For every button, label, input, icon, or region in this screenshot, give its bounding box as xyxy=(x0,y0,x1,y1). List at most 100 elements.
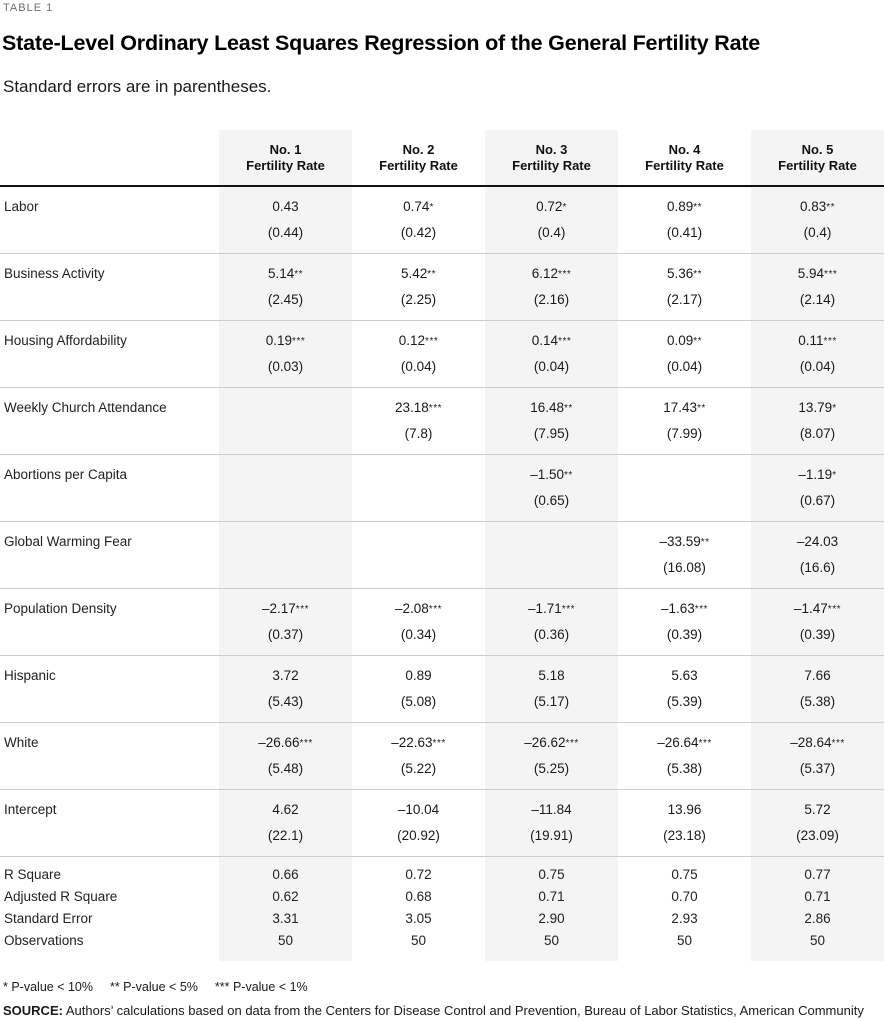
coefficient: –26.66*** xyxy=(258,735,313,750)
value-cell: 5.18 (5.17) xyxy=(485,655,618,723)
coefficient: –33.59** xyxy=(659,534,710,549)
row-label: Intercept xyxy=(0,789,219,857)
standard-error: (5.37) xyxy=(799,761,836,776)
standard-error: (2.14) xyxy=(799,292,836,307)
value-cell: –1.50** (0.65) xyxy=(485,454,618,522)
row-label: Abortions per Capita xyxy=(0,454,219,522)
coefficient: 16.48** xyxy=(530,400,573,415)
table-row: Labor 0.43 (0.44) 0.74* (0.42) 0.72* (0.4) 0.89… xyxy=(0,186,884,254)
standard-error: (5.17) xyxy=(533,694,570,709)
summary-label: Adjusted R Square xyxy=(4,889,118,904)
table-row: Intercept 4.62 (22.1) –10.04 (20.92) –11.84 (1… xyxy=(0,789,884,857)
coefficient: –1.19* xyxy=(798,467,837,482)
coefficient: 23.18*** xyxy=(395,400,442,415)
coefficient: –11.84 xyxy=(531,802,572,817)
coefficient: –26.64*** xyxy=(657,735,712,750)
standard-error: (0.03) xyxy=(267,359,304,374)
summary-value: 2.86 xyxy=(751,908,884,930)
summary-value: 0.71 xyxy=(485,886,618,908)
footnotes: * P-value < 10% ** P-value < 5% *** P-valu… xyxy=(0,980,884,994)
standard-error: (16.6) xyxy=(799,560,836,575)
standard-error: (2.16) xyxy=(533,292,570,307)
standard-error: (5.43) xyxy=(267,694,304,709)
value-cell: 17.43** (7.99) xyxy=(618,387,751,455)
standard-error: (0.39) xyxy=(666,627,703,642)
value-cell: –26.62*** (5.25) xyxy=(485,722,618,790)
coefficient: 5.72 xyxy=(804,802,831,817)
coefficient: –2.17*** xyxy=(262,601,309,616)
value-cell: 5.63 (5.39) xyxy=(618,655,751,723)
value-cell: 7.66 (5.38) xyxy=(751,655,884,723)
standard-error: (0.4) xyxy=(803,225,832,240)
standard-error: (0.4) xyxy=(537,225,566,240)
source-note: SOURCE: Authors’ calculations based on d… xyxy=(0,1001,883,1021)
summary-row: Observations 50 50 50 50 50 xyxy=(0,930,884,961)
value-cell: –26.64*** (5.38) xyxy=(618,722,751,790)
table-row: Hispanic 3.72 (5.43) 0.89 (5.08) 5.18 (5.17) 5.… xyxy=(0,655,884,723)
coefficient: 7.66 xyxy=(804,668,831,683)
value-cell: 0.14*** (0.04) xyxy=(485,320,618,388)
column-header: No. 2 Fertility Rate xyxy=(352,130,485,187)
coefficient: 5.42** xyxy=(400,266,437,281)
coefficient: –10.04 xyxy=(397,802,440,817)
coefficient: 13.96 xyxy=(667,802,702,817)
table-row: Global Warming Fear –33.59** (16.08) –24.03… xyxy=(0,521,884,589)
value-cell: 13.96 (23.18) xyxy=(618,789,751,857)
value-cell: 5.36** (2.17) xyxy=(618,253,751,321)
standard-error: (0.42) xyxy=(400,225,437,240)
standard-error: (5.08) xyxy=(400,694,437,709)
page-subtitle: Standard errors are in parentheses. xyxy=(3,77,272,96)
value-cell: 23.18*** (7.8) xyxy=(352,387,485,455)
row-label: Labor xyxy=(0,186,219,254)
value-cell: –26.66*** (5.48) xyxy=(219,722,352,790)
summary-value: 0.75 xyxy=(671,867,698,882)
summary-value: 0.72 xyxy=(405,867,432,882)
header-row: No. 1 Fertility Rate No. 2 Fertility Rate No… xyxy=(0,130,884,187)
value-cell: 0.74* (0.42) xyxy=(352,186,485,254)
summary-value: 50 xyxy=(485,930,618,961)
coefficient: 0.72* xyxy=(536,199,567,214)
value-cell: 5.14** (2.45) xyxy=(219,253,352,321)
summary-value: 0.71 xyxy=(751,886,884,908)
coefficient: 0.14*** xyxy=(531,333,572,348)
value-cell: 3.72 (5.43) xyxy=(219,655,352,723)
table-row: Population Density –2.17*** (0.37) –2.08***… xyxy=(0,588,884,656)
standard-error: (5.25) xyxy=(533,761,570,776)
standard-error: (2.45) xyxy=(267,292,304,307)
value-cell: 6.12*** (2.16) xyxy=(485,253,618,321)
standard-error: (22.1) xyxy=(267,828,304,843)
coefficient: –24.03 xyxy=(796,534,839,549)
summary-value: 50 xyxy=(751,930,884,961)
row-label: Weekly Church Attendance xyxy=(0,387,219,455)
summary-value: 0.66 xyxy=(219,856,352,886)
value-cell xyxy=(352,454,485,522)
coefficient: 0.19*** xyxy=(265,333,306,348)
standard-error: (0.37) xyxy=(267,627,304,642)
column-header: No. 4 Fertility Rate xyxy=(618,130,751,187)
summary-row: Adjusted R Square 0.62 0.68 0.71 0.70 0.71 xyxy=(0,886,884,908)
column-label: Fertility Rate xyxy=(512,157,591,173)
value-cell: 5.42** (2.25) xyxy=(352,253,485,321)
coefficient: 13.79* xyxy=(798,400,837,415)
value-cell: 0.89 (5.08) xyxy=(352,655,485,723)
value-cell: –2.17*** (0.37) xyxy=(219,588,352,656)
source-label: SOURCE: xyxy=(3,1003,63,1018)
column-label: Fertility Rate xyxy=(379,157,458,173)
summary-row: Standard Error 3.31 3.05 2.90 2.93 2.86 xyxy=(0,908,884,930)
summary-label: R Square xyxy=(4,867,62,882)
coefficient: 0.83** xyxy=(799,199,836,214)
value-cell: –28.64*** (5.37) xyxy=(751,722,884,790)
coefficient: 5.14** xyxy=(267,266,304,281)
row-label: Housing Affordability xyxy=(0,320,219,388)
coefficient: 5.36** xyxy=(666,266,703,281)
summary-value: 3.05 xyxy=(405,911,432,926)
value-cell: 0.12*** (0.04) xyxy=(352,320,485,388)
value-cell: 0.83** (0.4) xyxy=(751,186,884,254)
column-header: No. 1 Fertility Rate xyxy=(219,130,352,187)
standard-error: (5.39) xyxy=(666,694,703,709)
column-label: Fertility Rate xyxy=(246,157,325,173)
table-row: Weekly Church Attendance 23.18*** (7.8) 16.… xyxy=(0,387,884,455)
summary-label: Observations xyxy=(4,933,84,948)
standard-error: (2.25) xyxy=(400,292,437,307)
value-cell: 4.62 (22.1) xyxy=(219,789,352,857)
